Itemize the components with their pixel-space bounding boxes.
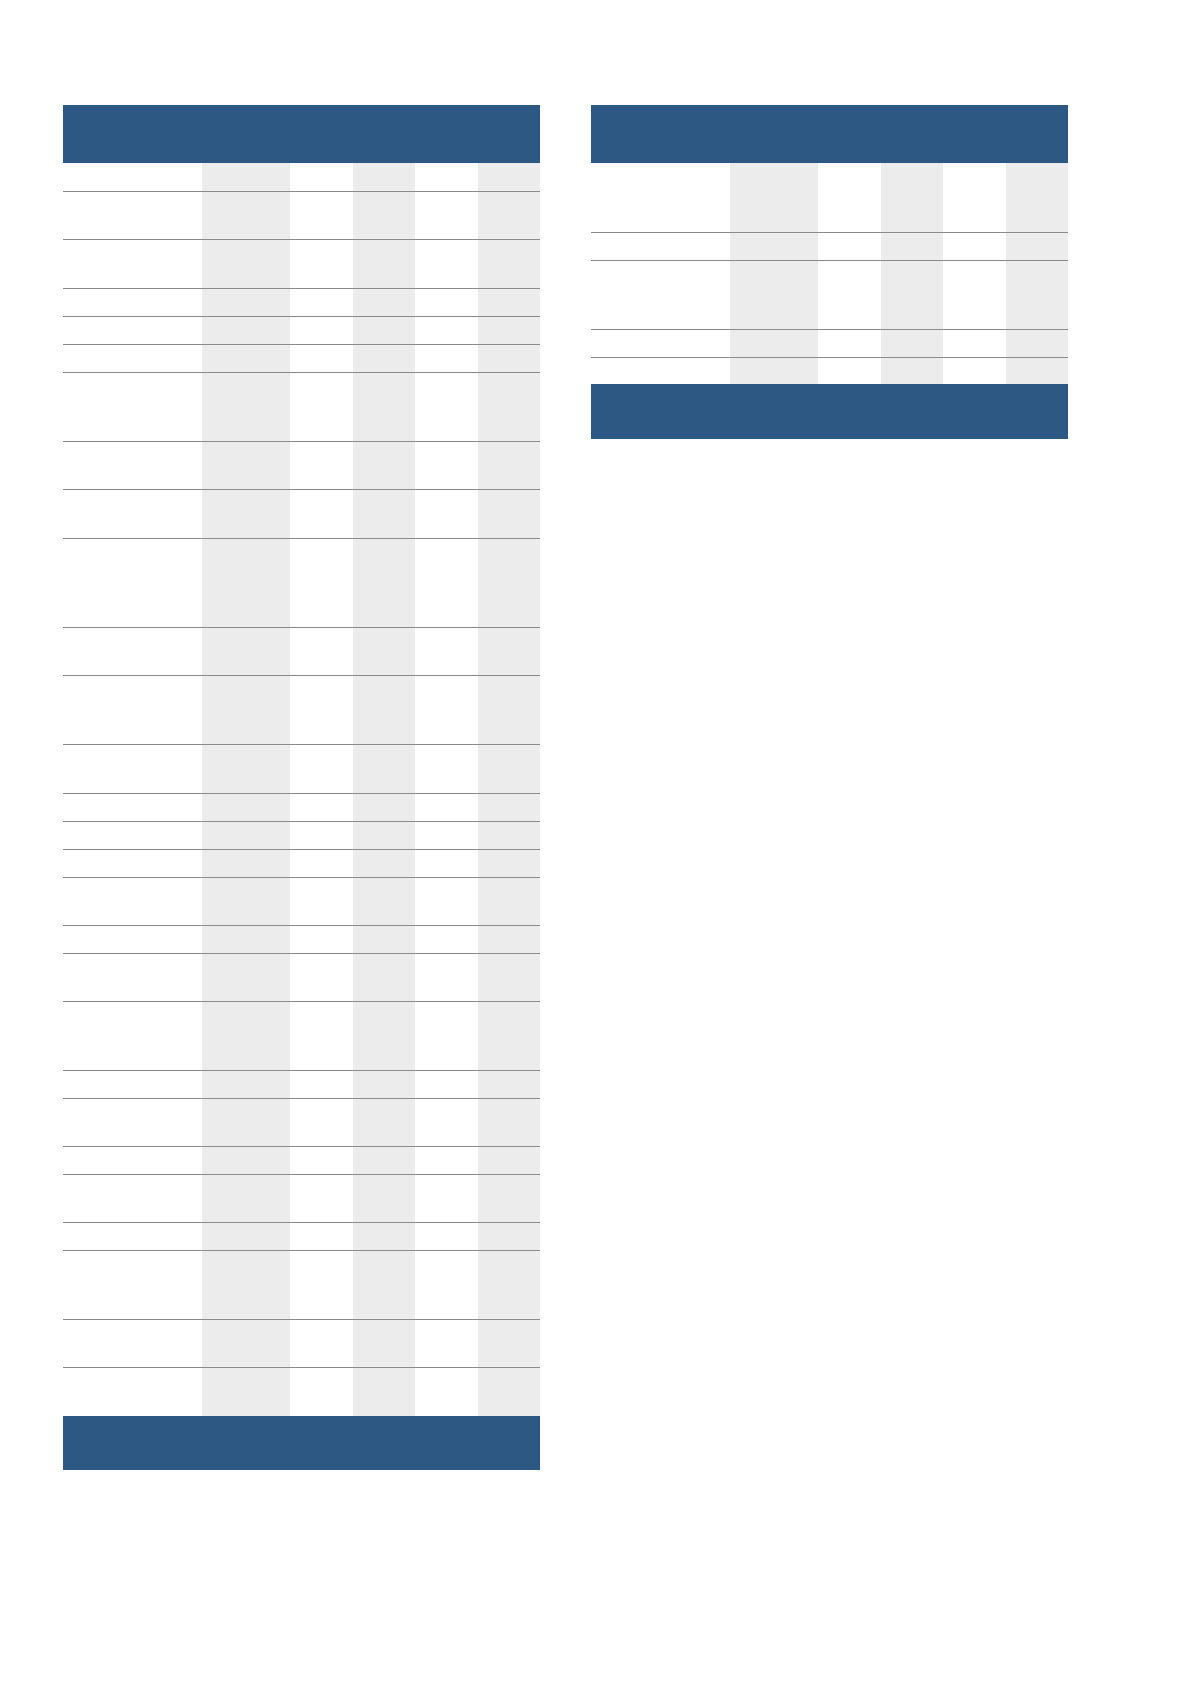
- column-shading: [478, 163, 540, 1416]
- column-shading: [202, 163, 290, 1416]
- table-footer: [63, 1416, 540, 1470]
- table-footer: [591, 384, 1068, 439]
- column-shading: [881, 163, 943, 384]
- column-shading: [730, 163, 818, 384]
- column-shading: [1006, 163, 1068, 384]
- table-header: [63, 105, 540, 163]
- column-shading: [353, 163, 415, 1416]
- table-header: [591, 105, 1068, 163]
